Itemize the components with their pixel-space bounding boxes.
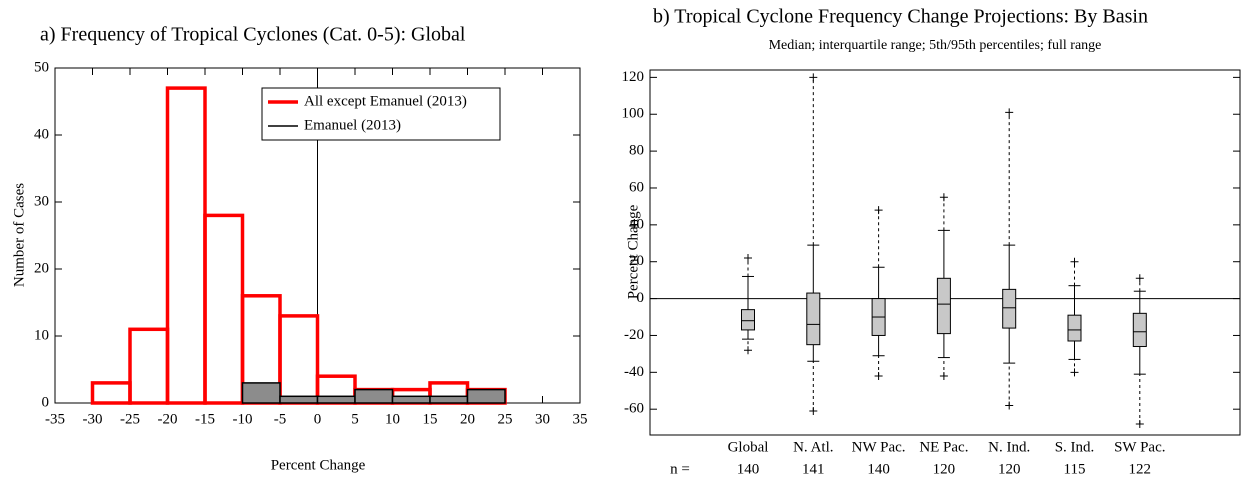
y-tick-label: 10 [34,327,49,343]
x-tick-label: 10 [385,411,400,427]
x-tick-label: 15 [423,411,438,427]
n-value: 120 [998,461,1021,477]
histogram-bar [165,86,207,405]
x-tick-label: N. Atl. [793,439,833,455]
n-value: 120 [933,461,956,477]
y-tick-label: 60 [629,179,644,195]
n-label: n = [670,461,690,477]
legend-label: Emanuel (2013) [304,117,401,133]
extreme-marker [744,346,752,355]
x-tick-label: -20 [158,411,178,427]
histogram-bar [128,327,170,405]
x-tick-label: 25 [498,411,513,427]
box [1132,312,1147,348]
extreme-marker [809,73,818,82]
y-tick-label: 80 [629,143,644,159]
histogram-bar [391,395,431,404]
y-tick-label: -20 [624,327,644,343]
x-tick-label: SW Pac. [1114,439,1165,455]
extreme-marker [874,372,883,381]
y-tick-label: 120 [622,69,645,85]
box [806,292,821,346]
chart-subtitle: Median; interquartile range; 5th/95th pe… [769,38,1102,53]
x-tick-label: 35 [573,411,588,427]
y-axis-label: Number of Cases [11,183,27,287]
y-axis-label: Percent Change [625,204,641,299]
extreme-marker [874,206,883,215]
x-tick-label: 30 [535,411,550,427]
y-tick-label: 0 [637,290,645,306]
box [1067,314,1082,342]
extreme-marker [939,372,948,381]
box [741,309,755,331]
extreme-marker [1070,368,1079,377]
y-tick-label: 0 [42,394,50,410]
extreme-marker [1070,257,1079,266]
y-tick-label: 50 [34,59,49,75]
legend-box [261,87,501,141]
y-tick-label: 20 [629,253,644,269]
x-tick-label: S. Ind. [1055,439,1095,455]
x-tick-label: NW Pac. [852,439,906,455]
y-tick-label: 40 [629,216,644,232]
legend-label: All except Emanuel (2013) [304,93,467,109]
n-value: 140 [867,461,890,477]
histogram-bar [90,381,132,405]
histogram-bar [203,213,245,405]
x-tick-label: Global [728,439,769,455]
histogram-bar [354,388,394,404]
extreme-marker [939,193,948,202]
x-axis-label: Percent Change [271,457,366,473]
n-value: 122 [1129,461,1152,477]
n-value: 141 [802,461,825,477]
x-tick-label: -25 [120,411,140,427]
x-tick-label: -10 [233,411,253,427]
y-tick-label: 40 [34,126,49,142]
y-tick-label: 30 [34,193,49,209]
x-tick-label: 5 [351,411,359,427]
extreme-marker [1005,108,1014,117]
y-tick-label: 100 [622,106,645,122]
n-value: 115 [1064,461,1086,477]
plot-frame [649,69,1241,436]
extreme-marker [809,407,818,416]
y-tick-label: -60 [624,401,644,417]
histogram-bar [429,395,469,404]
extreme-marker [1005,401,1014,410]
box [1002,288,1017,329]
x-tick-label: -5 [274,411,287,427]
chart-title: a) Frequency of Tropical Cyclones (Cat. … [40,24,466,46]
histogram-bar [316,395,356,404]
chart-title: b) Tropical Cyclone Frequency Change Pro… [653,6,1148,28]
y-tick-label: 20 [34,260,49,276]
x-tick-label: -15 [195,411,215,427]
x-tick-label: 20 [460,411,475,427]
extreme-marker [1135,419,1144,428]
y-tick-label: -40 [624,364,644,380]
extreme-marker [744,254,752,263]
histogram-bar [466,388,506,404]
extreme-marker [1135,274,1144,283]
histogram-bar [241,382,281,404]
histogram-bar [279,395,319,404]
x-tick-label: NE Pac. [919,439,968,455]
box [936,277,951,335]
x-tick-label: N. Ind. [988,439,1030,455]
x-tick-label: -35 [45,411,65,427]
histogram-bar [278,314,320,405]
x-tick-label: 0 [314,411,322,427]
x-tick-label: -30 [83,411,103,427]
n-value: 140 [737,461,760,477]
